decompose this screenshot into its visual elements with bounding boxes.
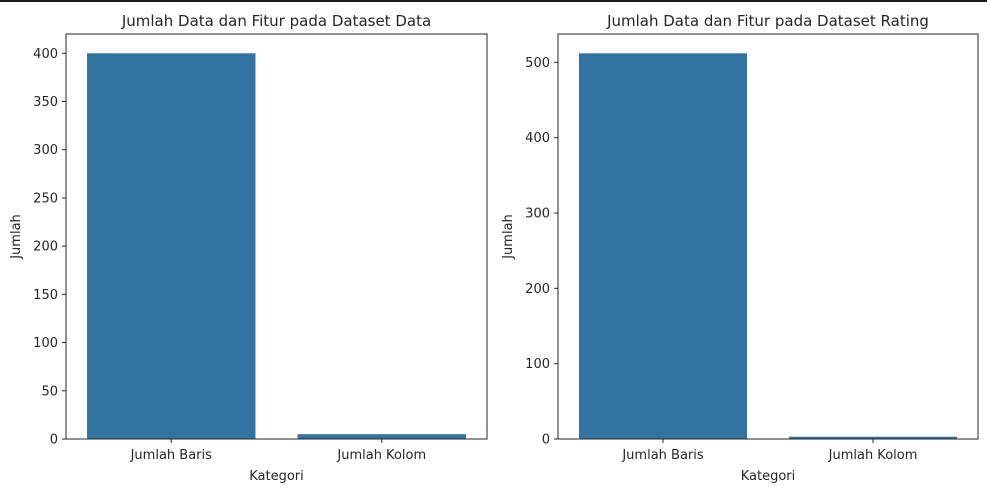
y-axis-label: Jumlah bbox=[501, 214, 516, 260]
bar bbox=[579, 53, 747, 440]
y-tick-label: 300 bbox=[525, 206, 550, 221]
y-tick-label: 400 bbox=[33, 47, 58, 62]
bar bbox=[87, 53, 256, 440]
x-axis-label: Kategori bbox=[249, 469, 304, 484]
y-tick-label: 0 bbox=[50, 433, 58, 448]
y-tick-label: 50 bbox=[41, 384, 58, 399]
chart-dataset-rating: Jumlah Data dan Fitur pada Dataset Ratin… bbox=[501, 12, 979, 484]
y-tick-label: 200 bbox=[525, 282, 550, 297]
y-tick-label: 500 bbox=[525, 56, 550, 71]
y-tick-label: 350 bbox=[33, 95, 58, 110]
x-tick-label: Jumlah Kolom bbox=[336, 448, 426, 463]
y-tick-label: 100 bbox=[33, 336, 58, 351]
y-axis-label: Jumlah bbox=[9, 214, 24, 260]
plot-area: Jumlah Baris Jumlah Kolom 0 50 100 150 200 250 3… bbox=[33, 47, 466, 463]
chart-dataset-data: Jumlah Data dan Fitur pada Dataset Data … bbox=[9, 12, 488, 484]
x-tick-label: Jumlah Baris bbox=[621, 448, 704, 463]
y-tick-label: 250 bbox=[33, 191, 58, 206]
y-tick-label: 0 bbox=[542, 433, 550, 448]
y-tick-label: 300 bbox=[33, 143, 58, 158]
plot-area: Jumlah Baris Jumlah Kolom 0 100 200 300 400 500 bbox=[525, 53, 957, 463]
x-axis-label: Kategori bbox=[741, 469, 796, 484]
chart-title: Jumlah Data dan Fitur pada Dataset Ratin… bbox=[606, 12, 929, 30]
axes-frame bbox=[557, 33, 979, 440]
chart-title: Jumlah Data dan Fitur pada Dataset Data bbox=[121, 12, 431, 30]
bar bbox=[789, 436, 957, 439]
y-tick-label: 100 bbox=[525, 357, 550, 372]
x-tick-label: Jumlah Baris bbox=[130, 448, 213, 463]
y-tick-label: 400 bbox=[525, 131, 550, 146]
top-border bbox=[0, 0, 987, 2]
bar bbox=[297, 434, 466, 439]
axes-frame bbox=[65, 33, 488, 440]
y-tick-label: 150 bbox=[33, 288, 58, 303]
x-tick-label: Jumlah Kolom bbox=[828, 448, 918, 463]
y-tick-label: 200 bbox=[33, 240, 58, 255]
